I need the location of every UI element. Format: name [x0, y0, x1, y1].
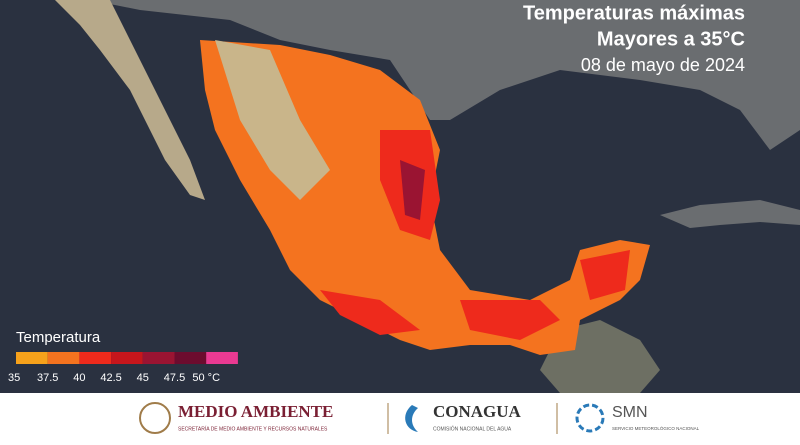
legend-label: 37.5: [37, 372, 58, 384]
hot-zone: [400, 160, 425, 220]
logo-name: CONAGUA: [433, 402, 522, 421]
logo-caption: SERVICIO METEOROLÓGICO NACIONAL: [612, 425, 700, 431]
logo-emblem: [405, 405, 418, 432]
hot-zone: [580, 250, 630, 300]
land-cuba: [660, 200, 800, 228]
legend-label: 47.5: [164, 372, 185, 384]
legend: 35 37.5 40 42.5 45 47.5 50 °C: [8, 352, 238, 384]
legend-swatch: [142, 352, 175, 364]
title: Temperaturas máximas: [523, 2, 745, 24]
legend-swatch: [47, 352, 80, 364]
logo-emblem: [575, 403, 605, 433]
logo-caption: SECRETARÍA DE MEDIO AMBIENTE Y RECURSOS …: [178, 425, 328, 432]
land-sierra: [215, 40, 330, 200]
legend-swatch: [174, 352, 207, 364]
subtitle: Mayores a 35°C: [597, 28, 745, 50]
legend-swatch: [111, 352, 143, 364]
legend-title: Temperatura: [16, 329, 101, 346]
land-north: [40, 0, 800, 150]
hot-zone: [320, 290, 420, 335]
land-baja: [55, 0, 205, 200]
legend-swatch: [79, 352, 112, 364]
legend-label: 40: [73, 372, 85, 384]
legend-swatch: [206, 352, 238, 364]
legend-swatch: [16, 352, 48, 364]
date: 08 de mayo de 2024: [581, 55, 745, 75]
legend-label: 45: [137, 372, 149, 384]
hot-zone: [460, 300, 560, 340]
logo-caption: COMISIÓN NACIONAL DEL AGUA: [433, 425, 512, 432]
logo-name: MEDIO AMBIENTE: [178, 402, 333, 421]
legend-label: 42.5: [100, 372, 121, 384]
legend-label: 50 °C: [192, 372, 220, 384]
legend-label: 35: [8, 372, 20, 384]
logo-emblem: [139, 402, 171, 434]
footer: [0, 393, 800, 445]
logo-name: SMN: [612, 404, 648, 421]
